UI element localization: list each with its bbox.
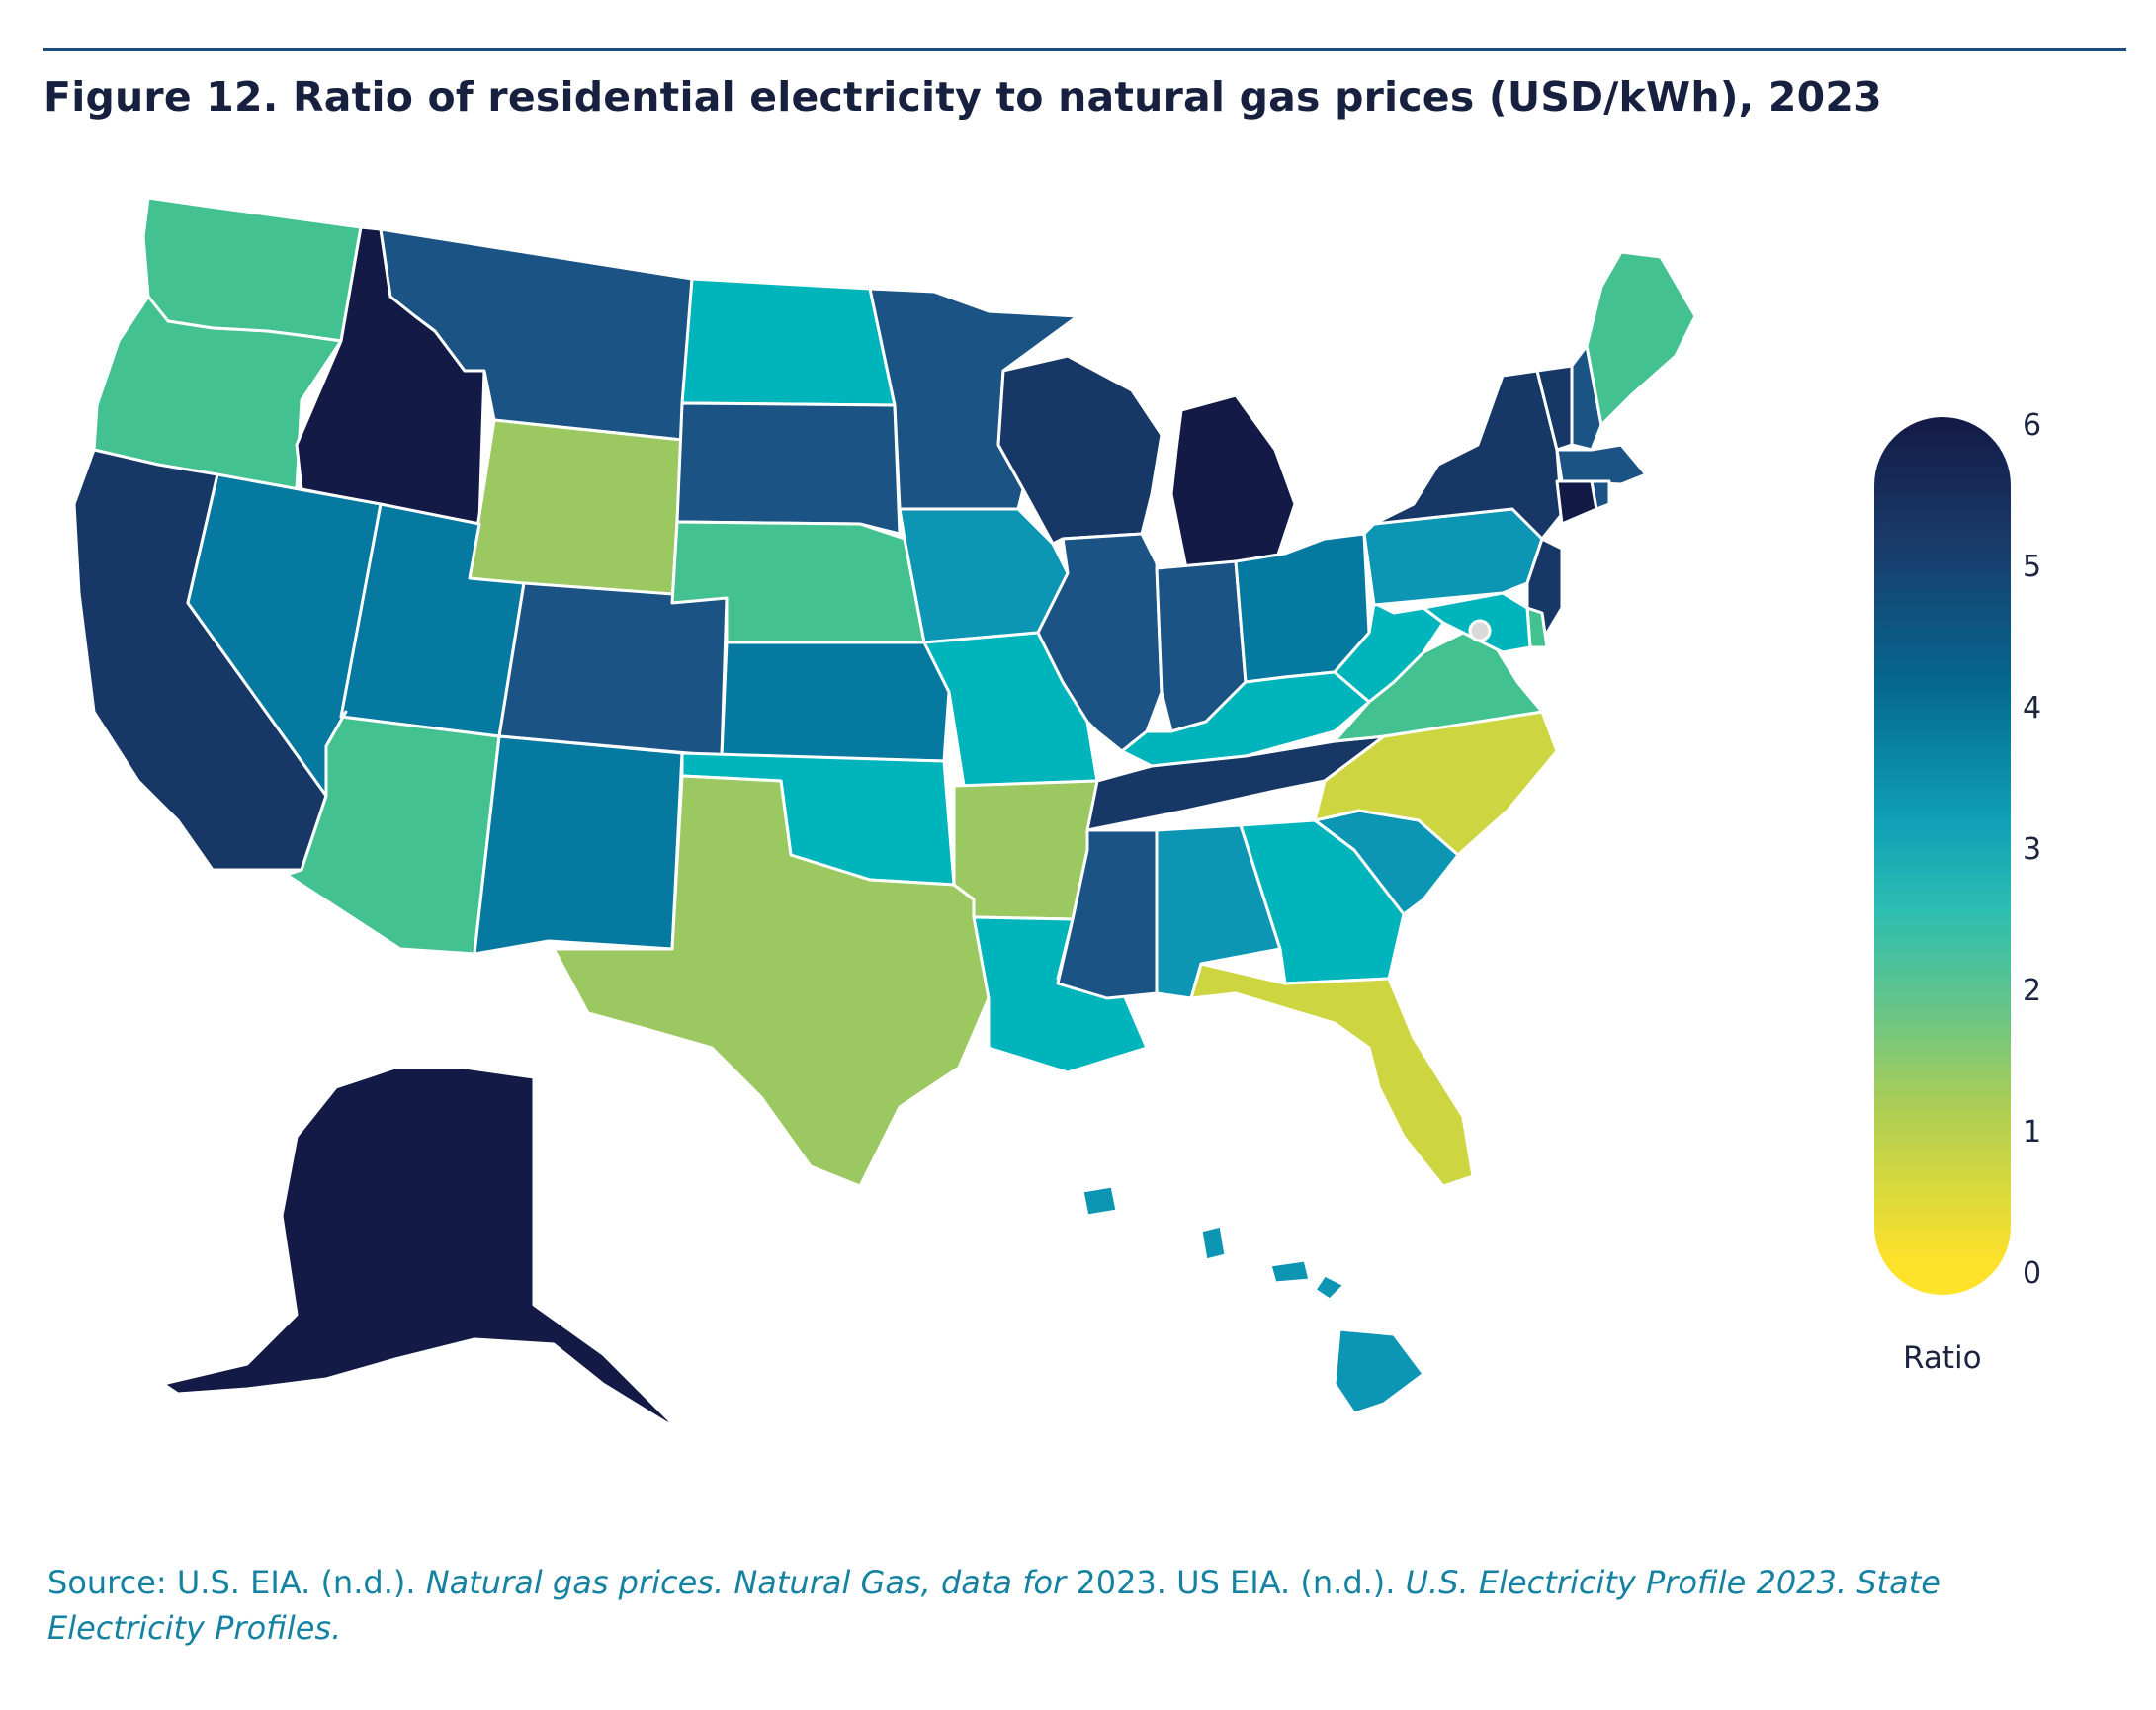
state-tx (552, 774, 991, 1188)
state-nj (1525, 537, 1564, 635)
state-ri (1590, 479, 1611, 511)
state-me (1585, 250, 1697, 427)
colorbar-tick: 5 (2023, 550, 2042, 584)
state-wy (468, 418, 684, 605)
colorbar-label: Ratio (1903, 1340, 1982, 1376)
state-nm (473, 734, 684, 956)
dc-marker (1468, 619, 1492, 642)
state-fl (1189, 962, 1475, 1188)
source-mid: 2023. US EIA. (n.d.). (1066, 1564, 1406, 1601)
state-hi (1080, 1184, 1425, 1415)
source-italic-1: Natural gas prices. Natural Gas, data fo… (425, 1564, 1067, 1601)
source-italic-2: U.S. Electricity Profile 2023. State Ele… (47, 1564, 1940, 1647)
colorbar (1874, 417, 2011, 1295)
state-nh (1570, 344, 1603, 452)
state-ks (720, 641, 951, 763)
colorbar-tick: 6 (2023, 408, 2042, 443)
state-or (92, 295, 343, 491)
state-mi (1169, 393, 1297, 570)
source-note: Source: U.S. EIA. (n.d.). Natural gas pr… (47, 1560, 2084, 1651)
state-wa (141, 196, 363, 343)
us-choropleth-map (72, 196, 1697, 1425)
source-prefix: Source: U.S. EIA. (n.d.). (47, 1564, 426, 1601)
state-ma (1555, 443, 1648, 486)
state-ct (1555, 479, 1598, 526)
state-sd (675, 401, 902, 536)
state-ny (1372, 369, 1564, 541)
colorbar-gradient (1874, 417, 2011, 1295)
top-rule (43, 48, 2126, 51)
colorbar-tick: 3 (2023, 832, 2042, 867)
colorbar-tick: 2 (2023, 974, 2042, 1008)
state-ak (161, 1066, 674, 1425)
state-nd (680, 277, 897, 407)
state-il (1036, 532, 1164, 753)
colorbar-tick: 0 (2023, 1256, 2042, 1291)
state-co (497, 581, 729, 758)
colorbar-tick: 1 (2023, 1115, 2042, 1150)
figure-title: Figure 12. Ratio of residential electric… (43, 73, 1882, 121)
colorbar-tick: 4 (2023, 691, 2042, 726)
